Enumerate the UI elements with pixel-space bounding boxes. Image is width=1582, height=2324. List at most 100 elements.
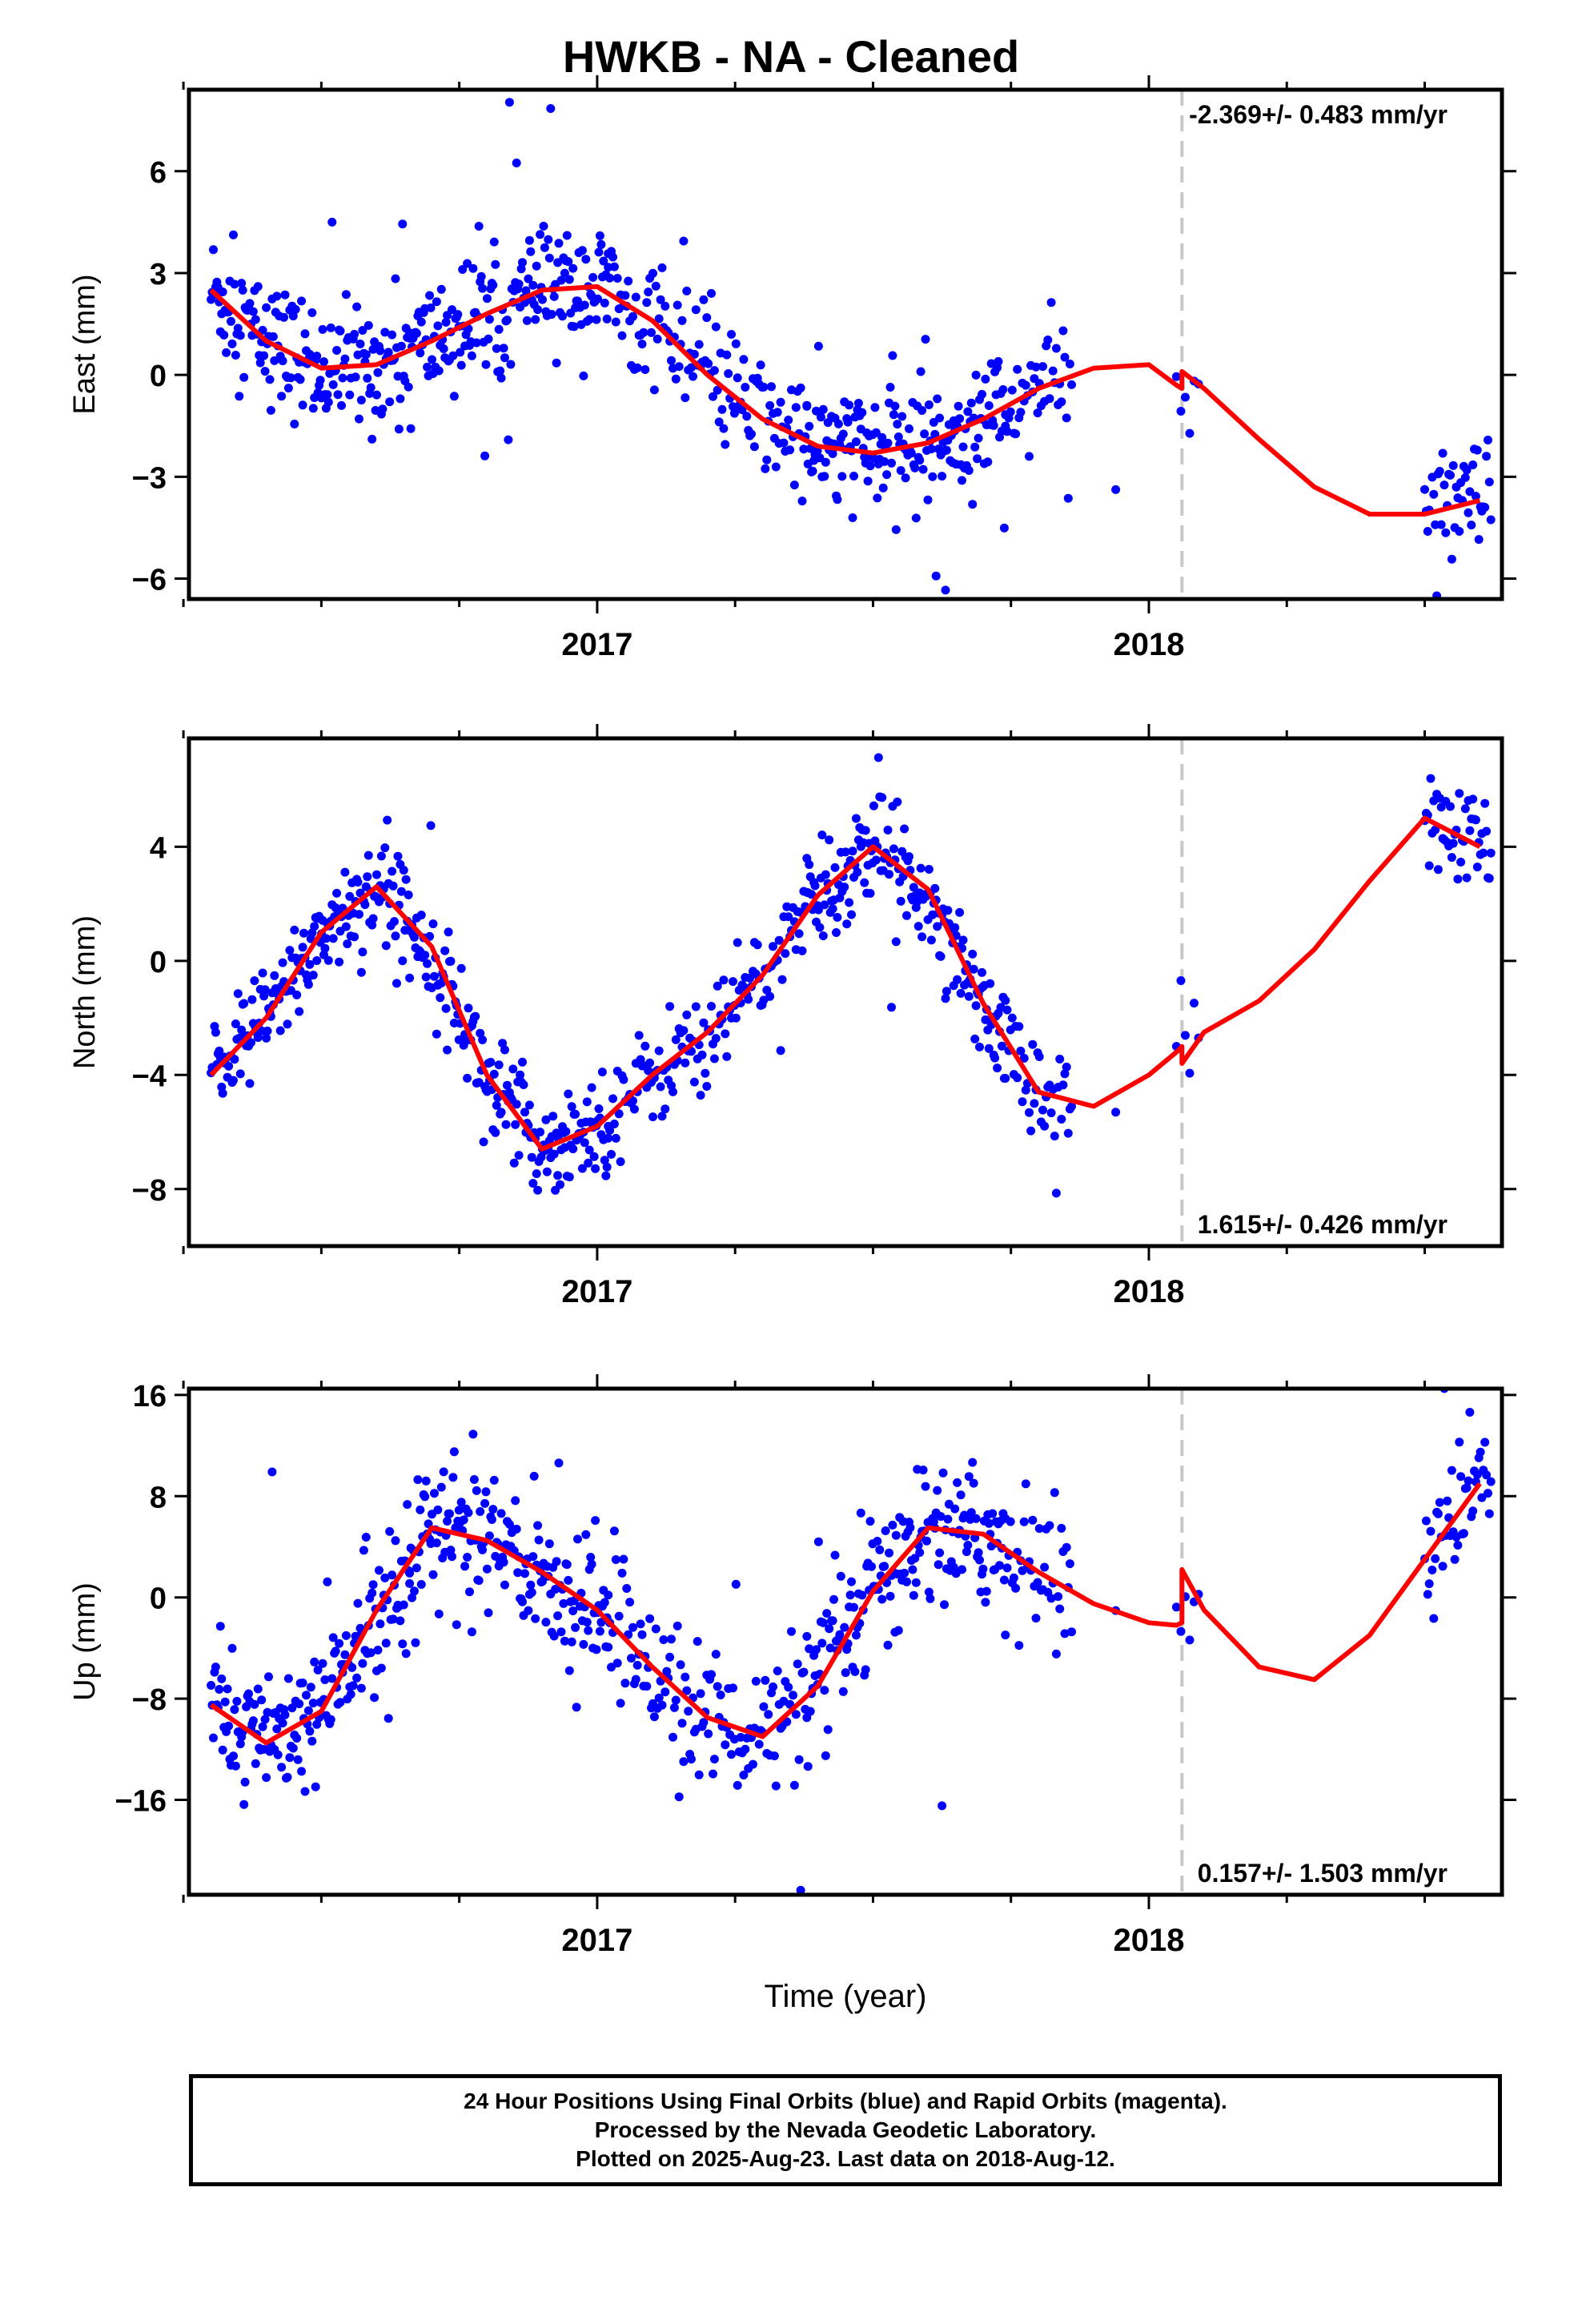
data-point xyxy=(632,1660,642,1670)
data-point xyxy=(533,1521,543,1530)
model-fit-line xyxy=(209,815,1481,1152)
data-point xyxy=(595,1626,604,1636)
y-tick-label: 3 xyxy=(150,258,167,292)
data-point xyxy=(812,406,821,416)
data-point xyxy=(620,291,630,300)
data-point xyxy=(552,1557,561,1566)
data-point xyxy=(1001,1630,1010,1640)
data-point xyxy=(321,934,331,943)
data-point xyxy=(412,1563,421,1573)
data-point xyxy=(239,999,249,1008)
data-point xyxy=(381,941,391,951)
data-point xyxy=(328,934,338,943)
data-point xyxy=(781,949,790,959)
data-point xyxy=(464,1003,473,1013)
data-point xyxy=(837,472,847,481)
data-point xyxy=(439,1467,448,1477)
data-point xyxy=(825,835,834,845)
data-point xyxy=(677,316,687,325)
data-point xyxy=(1477,1493,1487,1502)
data-point xyxy=(594,1104,604,1113)
data-point xyxy=(348,1681,358,1691)
data-point xyxy=(560,268,569,278)
data-point xyxy=(611,1555,620,1564)
data-point xyxy=(350,932,359,942)
data-point xyxy=(674,1792,684,1802)
data-point xyxy=(1040,1121,1050,1131)
data-point xyxy=(769,1682,777,1691)
data-point xyxy=(500,1045,509,1055)
data-point xyxy=(990,1053,1000,1063)
data-point xyxy=(817,830,827,840)
data-point xyxy=(791,403,801,412)
data-point xyxy=(516,1070,525,1080)
data-point xyxy=(529,1471,539,1481)
data-point xyxy=(793,1659,802,1669)
data-point xyxy=(345,390,355,400)
data-point xyxy=(1484,477,1494,487)
data-point xyxy=(1014,1641,1024,1651)
data-point xyxy=(922,1536,931,1546)
data-point xyxy=(733,938,742,947)
data-point xyxy=(681,393,690,403)
data-point xyxy=(355,910,363,919)
y-tick-label: 0 xyxy=(150,1582,167,1616)
data-point xyxy=(739,1771,749,1779)
data-point xyxy=(682,1010,692,1019)
data-point xyxy=(524,1606,533,1615)
data-point xyxy=(896,466,905,475)
data-point xyxy=(693,1637,702,1647)
data-point xyxy=(830,862,840,872)
data-point xyxy=(403,1500,412,1510)
data-point xyxy=(556,275,566,285)
data-point xyxy=(773,1667,782,1675)
data-point xyxy=(978,1564,988,1574)
data-point xyxy=(268,332,278,341)
data-point xyxy=(272,1724,282,1734)
data-point xyxy=(1474,535,1484,545)
data-point xyxy=(609,1526,619,1536)
data-point xyxy=(232,1696,242,1706)
data-point xyxy=(568,1606,578,1615)
data-point xyxy=(713,1682,722,1691)
data-point xyxy=(571,1109,580,1119)
data-point xyxy=(629,1104,639,1114)
data-point xyxy=(313,1665,323,1675)
x-tick-label: 2017 xyxy=(561,1923,632,1958)
data-point xyxy=(393,851,403,861)
data-point xyxy=(459,1515,468,1525)
data-point xyxy=(1067,1627,1076,1637)
data-point xyxy=(679,236,689,246)
data-point xyxy=(358,947,367,957)
data-point xyxy=(1006,1517,1015,1526)
data-point xyxy=(769,1751,779,1761)
data-point xyxy=(1034,1524,1044,1534)
data-point xyxy=(533,305,543,315)
data-point xyxy=(1002,1005,1012,1015)
data-point xyxy=(1013,1073,1022,1083)
data-point xyxy=(323,397,333,407)
data-point xyxy=(820,472,829,481)
data-point xyxy=(436,284,446,294)
data-point xyxy=(612,1659,622,1668)
data-point xyxy=(936,951,946,961)
data-point xyxy=(797,497,807,506)
data-point xyxy=(1433,1509,1443,1518)
data-point xyxy=(398,956,408,966)
data-point xyxy=(1438,1562,1447,1571)
data-point xyxy=(604,1642,613,1652)
data-point xyxy=(805,421,814,431)
data-point xyxy=(1435,467,1444,476)
data-point xyxy=(564,1089,573,1099)
data-point xyxy=(499,1558,508,1567)
data-point xyxy=(452,1620,461,1630)
data-point xyxy=(372,870,381,879)
data-point xyxy=(496,366,505,376)
data-point xyxy=(1054,1592,1063,1602)
data-point xyxy=(341,1630,351,1640)
data-point xyxy=(372,390,381,400)
data-point xyxy=(239,1799,249,1809)
data-point xyxy=(488,280,498,290)
data-point xyxy=(640,1041,650,1051)
data-point xyxy=(803,1762,813,1771)
